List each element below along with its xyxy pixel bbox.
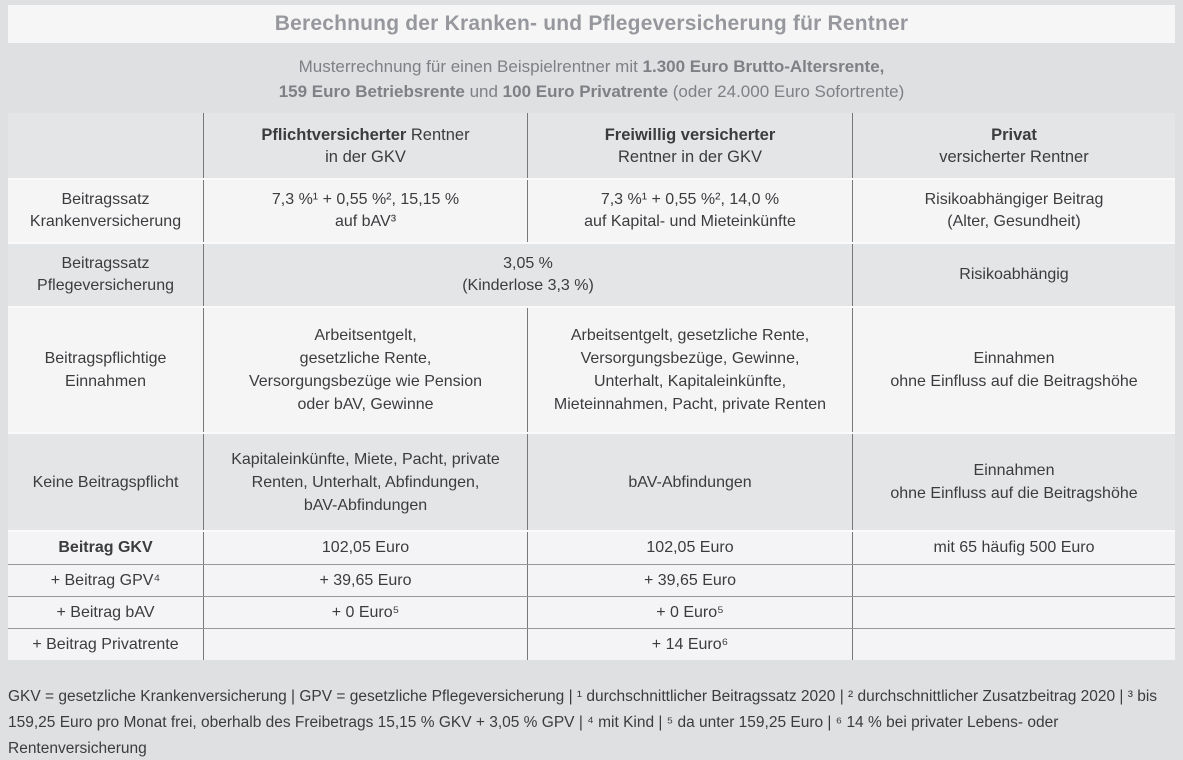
cell-freiwillig-beitrag-gkv: 102,05 Euro (527, 532, 852, 564)
header-empty-cell (8, 113, 203, 178)
cell-pflichtversichert-kv: 7,3 %¹ + 0,55 %², 15,15 % auf bAV³ (203, 180, 527, 242)
row-label: + Beitrag GPV⁴ (50, 571, 161, 589)
subtitle-bold-brutto-altersrente: 1.300 Euro Brutto-Altersrente, (642, 57, 885, 76)
row-beitrag-bav: + Beitrag bAV + 0 Euro⁵ + 0 Euro⁵ (8, 596, 1175, 628)
table-header-row: Pflichtversicherter Rentner in der GKV F… (8, 113, 1175, 180)
row-beitragssatz-pflegeversicherung: Beitragssatz Pflegeversicherung 3,05 % (Ki… (8, 244, 1175, 308)
row-beitrag-gkv: Beitrag GKV 102,05 Euro 102,05 Euro mit … (8, 532, 1175, 564)
row-label: Beitrag GKV (58, 539, 153, 556)
cell-privat-einnahmen: Einnahmen ohne Einfluss auf die Beitragsh… (852, 308, 1175, 432)
contribution-summary-block: Beitrag GKV 102,05 Euro 102,05 Euro mit … (8, 532, 1175, 660)
row-label: + Beitrag Privatrente (32, 635, 179, 653)
header-line: versicherter Rentner (939, 147, 1089, 166)
cell-privat-beitrag-privatrente (852, 629, 1175, 660)
cell-freiwillig-beitrag-privatrente: + 14 Euro⁶ (527, 629, 852, 660)
cell-privat-pv: Risikoabhängig (852, 244, 1175, 306)
row-keine-beitragspflicht: Keine Beitragspflicht Kapitaleinkünfte, … (8, 434, 1175, 532)
cell-privat-keine-pflicht: Einnahmen ohne Einfluss auf die Beitragsh… (852, 434, 1175, 530)
cell-privat-kv: Risikoabhängiger Beitrag (Alter, Gesundhe… (852, 180, 1175, 242)
subtitle-text: Musterrechnung für einen Beispielrentner… (298, 57, 643, 76)
row-label: + Beitrag bAV (56, 603, 155, 621)
header-regular-text: Rentner (406, 125, 470, 144)
cell-pflichtversichert-keine-pflicht: Kapitaleinkünfte, Miete, Pacht, private R… (203, 434, 527, 530)
cell-freiwillig-keine-pflicht: bAV-Abfindungen (527, 434, 852, 530)
row-beitrag-gpv: + Beitrag GPV⁴ + 39,65 Euro + 39,65 Euro (8, 564, 1175, 596)
page-title: Berechnung der Kranken- und Pflegeversic… (274, 12, 909, 35)
subtitle-text-und: und (464, 82, 503, 101)
header-line: Rentner in der GKV (618, 147, 762, 166)
header-cell-freiwillig: Freiwillig versicherter Rentner in der G… (527, 113, 852, 178)
page-title-band: Berechnung der Kranken- und Pflegeversic… (8, 5, 1175, 43)
header-line: Pflichtversicherter Rentner (261, 124, 469, 146)
cell-freiwillig-kv: 7,3 %¹ + 0,55 %², 14,0 % auf Kapital- und… (527, 180, 852, 242)
row-beitragssatz-krankenversicherung: Beitragssatz Krankenversicherung 7,3 %¹ +… (8, 180, 1175, 244)
cell-privat-beitrag-gkv: mit 65 häufig 500 Euro (852, 532, 1175, 564)
row-label: Beitragssatz Pflegeversicherung (37, 255, 174, 294)
cell-pflichtversichert-beitrag-bav: + 0 Euro⁵ (203, 597, 527, 628)
header-bold-text: Pflichtversicherter (261, 125, 407, 144)
subtitle-bold-privatrente: 100 Euro Privatrente (502, 82, 669, 101)
header-bold-text: Privat (991, 125, 1037, 144)
cell-privat-beitrag-bav (852, 597, 1175, 628)
row-beitrag-privatrente: + Beitrag Privatrente + 14 Euro⁶ (8, 628, 1175, 660)
footnotes: GKV = gesetzliche Krankenversicherung | … (8, 688, 1158, 757)
row-beitragspflichtige-einnahmen: Beitragspflichtige Einnahmen Arbeitsentge… (8, 308, 1175, 434)
cell-gkv-merged-pv: 3,05 % (Kinderlose 3,3 %) (203, 244, 852, 306)
header-cell-pflichtversichert: Pflichtversicherter Rentner in der GKV (203, 113, 527, 178)
header-line: in der GKV (325, 147, 406, 166)
subtitle: Musterrechnung für einen Beispielrentner… (8, 54, 1175, 104)
comparison-table: Pflichtversicherter Rentner in der GKV F… (8, 113, 1175, 660)
row-label: Beitragspflichtige Einnahmen (44, 350, 167, 390)
subtitle-line-2: 159 Euro Betriebsrente und 100 Euro Priv… (8, 79, 1175, 104)
subtitle-line-1: Musterrechnung für einen Beispielrentner… (8, 54, 1175, 79)
cell-freiwillig-beitrag-bav: + 0 Euro⁵ (527, 597, 852, 628)
header-cell-privat: Privat versicherter Rentner (852, 113, 1175, 178)
subtitle-text-sofortrente: (oder 24.000 Euro Sofortrente) (668, 82, 905, 101)
cell-freiwillig-einnahmen: Arbeitsentgelt, gesetzliche Rente, Versor… (527, 308, 852, 432)
cell-privat-beitrag-gpv (852, 565, 1175, 596)
cell-pflichtversichert-einnahmen: Arbeitsentgelt, gesetzliche Rente, Versorg… (203, 308, 527, 432)
row-label: Keine Beitragspflicht (32, 473, 179, 491)
cell-freiwillig-beitrag-gpv: + 39,65 Euro (527, 565, 852, 596)
header-bold-text: Freiwillig versicherter (604, 125, 776, 144)
cell-pflichtversichert-beitrag-gpv: + 39,65 Euro (203, 565, 527, 596)
subtitle-bold-betriebsrente: 159 Euro Betriebsrente (278, 82, 465, 101)
cell-pflichtversichert-beitrag-gkv: 102,05 Euro (203, 532, 527, 564)
row-label: Beitragssatz Krankenversicherung (29, 191, 182, 230)
cell-pflichtversichert-beitrag-privatrente (203, 629, 527, 660)
